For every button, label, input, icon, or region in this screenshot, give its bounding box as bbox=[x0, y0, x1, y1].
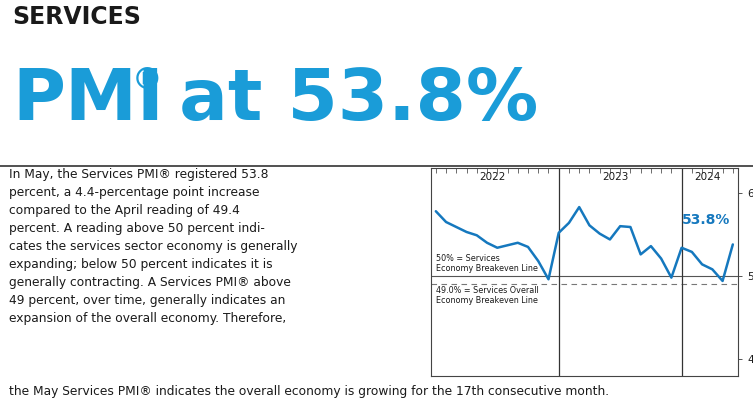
Text: PMI: PMI bbox=[12, 66, 164, 135]
Text: at 53.8%: at 53.8% bbox=[154, 66, 538, 135]
Text: SERVICES: SERVICES bbox=[12, 5, 141, 29]
Text: 50% = Services
Economy Breakeven Line: 50% = Services Economy Breakeven Line bbox=[436, 254, 538, 273]
Text: 49.0% = Services Overall
Economy Breakeven Line: 49.0% = Services Overall Economy Breakev… bbox=[436, 286, 539, 305]
Text: 2023: 2023 bbox=[602, 172, 628, 182]
Text: 2022: 2022 bbox=[479, 172, 505, 182]
Text: 53.8%: 53.8% bbox=[681, 212, 730, 227]
Text: 2024: 2024 bbox=[694, 172, 721, 182]
Text: In May, the Services PMI® registered 53.8
percent, a 4.4-percentage point increa: In May, the Services PMI® registered 53.… bbox=[9, 168, 297, 325]
Text: ®: ® bbox=[132, 66, 163, 95]
Text: the May Services PMI® indicates the overall economy is growing for the 17th cons: the May Services PMI® indicates the over… bbox=[9, 385, 609, 398]
